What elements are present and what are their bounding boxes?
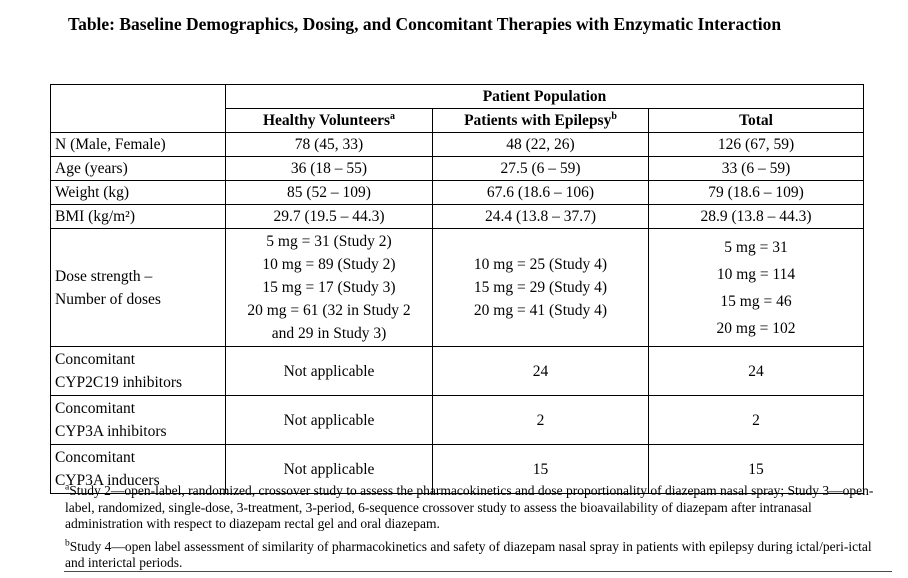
dose-line: 15 mg = 46	[720, 292, 792, 310]
cell-value: 29.7 (19.5 – 44.3)	[225, 204, 433, 229]
cell-value: 48 (22, 26)	[432, 132, 649, 157]
cell-dose-epilepsy: 10 mg = 25 (Study 4) 15 mg = 29 (Study 4…	[432, 228, 649, 347]
col-header-healthy-volunteers: Healthy Volunteersa	[225, 108, 433, 133]
footnote-marker: a	[65, 482, 70, 493]
footnote-b: bStudy 4—open label assessment of simila…	[65, 538, 883, 572]
cell-value: Not applicable	[225, 395, 433, 445]
cell-value: 27.5 (6 – 59)	[432, 156, 649, 181]
dose-line: 20 mg = 102	[716, 319, 796, 337]
row-label-line: CYP2C19 inhibitors	[55, 374, 183, 391]
demographics-table: Patient Population Healthy Volunteersa P…	[50, 84, 865, 494]
table-row-cyp3a-inhibitors: Concomitant CYP3A inhibitors Not applica…	[50, 395, 865, 445]
table-row-cyp2c19-inhibitors: Concomitant CYP2C19 inhibitors Not appli…	[50, 346, 865, 396]
table-row-dose-strength: Dose strength – Number of doses 5 mg = 3…	[50, 228, 865, 347]
table-row-cyp3a-inducers: Concomitant CYP3A inducers Not applicabl…	[50, 444, 865, 494]
dose-line: 5 mg = 31	[724, 238, 788, 256]
table-row-weight: Weight (kg) 85 (52 – 109) 67.6 (18.6 – 1…	[50, 180, 865, 205]
dose-line: 10 mg = 114	[716, 265, 796, 283]
row-label: BMI (kg/m²)	[50, 204, 226, 229]
group-header-cell: Patient Population	[224, 84, 865, 109]
row-label: Concomitant CYP3A inducers	[50, 444, 226, 494]
row-label: Dose strength – Number of doses	[50, 228, 226, 347]
cell-value: 24.4 (13.8 – 37.7)	[432, 204, 649, 229]
row-label: Age (years)	[50, 156, 226, 181]
corner-cell	[50, 84, 226, 133]
cell-value: 67.6 (18.6 – 106)	[432, 180, 649, 205]
col-header-patients-epilepsy: Patients with Epilepsyb	[432, 108, 649, 133]
row-label: Concomitant CYP3A inhibitors	[50, 395, 226, 445]
cell-value: 15	[647, 444, 865, 494]
table-row-age: Age (years) 36 (18 – 55) 27.5 (6 – 59) 3…	[50, 156, 865, 181]
cell-value: 126 (67, 59)	[647, 132, 865, 157]
table-row-bmi: BMI (kg/m²) 29.7 (19.5 – 44.3) 24.4 (13.…	[50, 204, 865, 229]
page-title: Table: Baseline Demographics, Dosing, an…	[68, 14, 782, 34]
cell-value: 2	[432, 395, 649, 445]
cell-value: 28.9 (13.8 – 44.3)	[647, 204, 865, 229]
cell-value: Not applicable	[225, 444, 433, 494]
col-header-label: Patients with Epilepsy	[464, 112, 612, 129]
col-header-total: Total	[647, 108, 865, 133]
cell-value: 24	[647, 346, 865, 396]
row-label-line: CYP3A inducers	[55, 472, 160, 489]
cell-value: 36 (18 – 55)	[225, 156, 433, 181]
row-label-line: Concomitant	[55, 351, 136, 368]
dose-line: 15 mg = 29 (Study 4)	[473, 279, 608, 296]
cell-value: 15	[432, 444, 649, 494]
footnote-text: Study 2—open-label, randomized, crossove…	[65, 483, 874, 531]
col-header-label: Total	[739, 112, 773, 129]
bottom-divider	[64, 571, 892, 572]
dose-line: 20 mg = 61 (32 in Study 2	[247, 302, 411, 319]
dose-line: 15 mg = 17 (Study 3)	[262, 279, 396, 296]
row-label-line: CYP3A inhibitors	[55, 423, 167, 440]
footnote-ref-a: a	[390, 110, 396, 122]
footnote-marker: b	[65, 538, 70, 548]
row-label-line: Dose strength –	[55, 267, 153, 285]
cell-value: 78 (45, 33)	[225, 132, 433, 157]
dose-line: 10 mg = 25 (Study 4)	[473, 256, 608, 273]
cell-value: 85 (52 – 109)	[225, 180, 433, 205]
cell-value: 33 (6 – 59)	[647, 156, 865, 181]
cell-value: 2	[647, 395, 865, 445]
footnote-ref-b: b	[611, 110, 617, 122]
row-label-line: Concomitant	[55, 449, 136, 466]
cell-value: Not applicable	[225, 346, 433, 396]
dose-line: 20 mg = 41 (Study 4)	[473, 302, 608, 319]
row-label: N (Male, Female)	[50, 132, 226, 157]
cell-dose-healthy: 5 mg = 31 (Study 2) 10 mg = 89 (Study 2)…	[225, 228, 433, 347]
row-label-line: Number of doses	[55, 290, 161, 308]
table-row-n: N (Male, Female) 78 (45, 33) 48 (22, 26)…	[50, 132, 865, 157]
cell-value: 24	[432, 346, 649, 396]
row-label-line: Concomitant	[55, 400, 136, 417]
dose-line: 5 mg = 31 (Study 2)	[266, 233, 392, 250]
row-label: Weight (kg)	[50, 180, 226, 205]
dose-line: and 29 in Study 3)	[271, 325, 387, 342]
footnotes: aStudy 2—open-label, randomized, crossov…	[65, 483, 883, 578]
cell-dose-total: 5 mg = 31 10 mg = 114 15 mg = 46 20 mg =…	[647, 228, 865, 347]
col-header-label: Healthy Volunteers	[262, 112, 391, 129]
dose-line: 10 mg = 89 (Study 2)	[262, 256, 396, 273]
footnote-a: aStudy 2—open-label, randomized, crossov…	[65, 483, 883, 533]
footnote-text: Study 4—open label assessment of similar…	[65, 538, 872, 571]
row-label: Concomitant CYP2C19 inhibitors	[50, 346, 226, 396]
cell-value: 79 (18.6 – 109)	[647, 180, 865, 205]
